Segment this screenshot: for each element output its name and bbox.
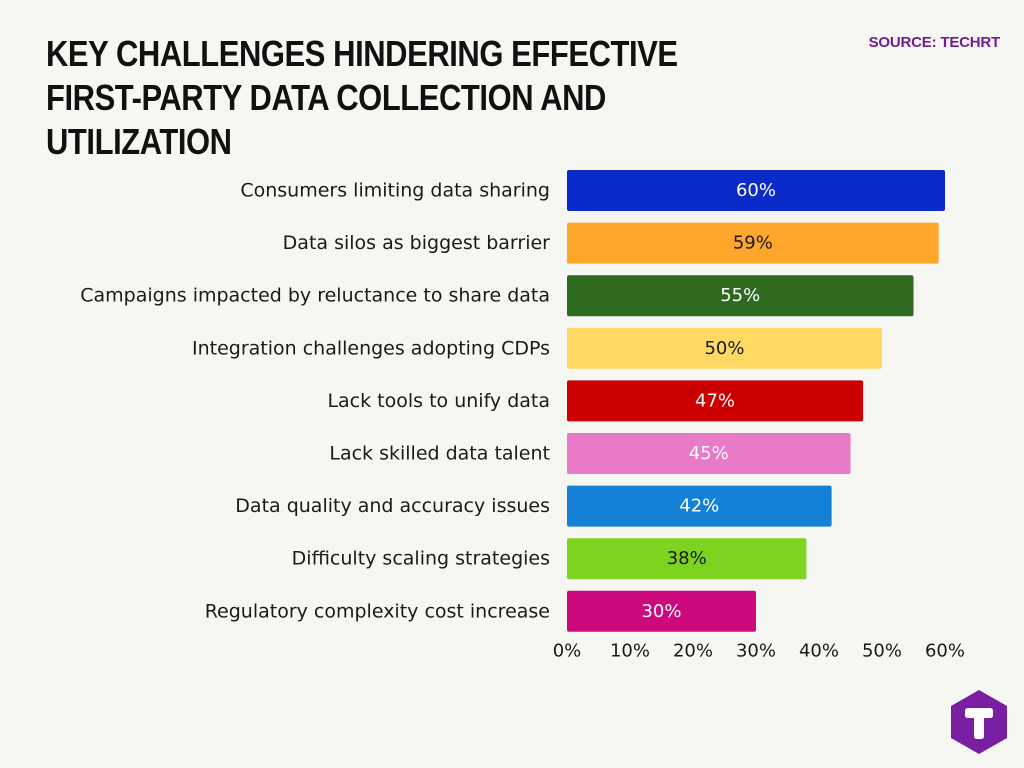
data-label: 42%: [679, 496, 719, 517]
x-tick-label: 0%: [553, 641, 582, 662]
data-label: 30%: [641, 601, 681, 622]
category-label: Data silos as biggest barrier: [283, 232, 551, 254]
category-label: Regulatory complexity cost increase: [205, 600, 550, 622]
data-label: 47%: [695, 390, 735, 411]
data-label: 45%: [689, 443, 729, 464]
data-label: 60%: [736, 180, 776, 201]
x-tick-label: 60%: [925, 641, 965, 662]
x-tick-label: 50%: [862, 641, 902, 662]
x-tick-label: 10%: [610, 641, 650, 662]
x-tick-label: 40%: [799, 641, 839, 662]
bar: [567, 222, 939, 264]
category-label: Lack skilled data talent: [329, 443, 550, 465]
bar: [567, 590, 756, 632]
bar: [567, 380, 864, 422]
chart-title: KEY CHALLENGES HINDERING EFFECTIVE FIRST…: [46, 33, 678, 162]
bar: [567, 275, 914, 317]
data-label: 59%: [733, 233, 773, 254]
category-label: Integration challenges adopting CDPs: [192, 337, 550, 359]
techrt-logo-icon: [951, 690, 1007, 754]
data-label: 38%: [667, 548, 707, 569]
data-label: 55%: [720, 285, 760, 306]
source-label: SOURCE: TECHRT: [868, 34, 1001, 51]
data-label: 50%: [704, 338, 744, 359]
x-tick-label: 30%: [736, 641, 776, 662]
bar: [567, 327, 882, 369]
category-label: Data quality and accuracy issues: [235, 495, 550, 517]
category-label: Campaigns impacted by reluctance to shar…: [80, 285, 550, 307]
x-tick-label: 20%: [673, 641, 713, 662]
category-label: Consumers limiting data sharing: [240, 180, 550, 202]
bar: [567, 433, 851, 474]
bar: [567, 538, 807, 580]
bar: [567, 170, 945, 211]
bar: [567, 485, 832, 527]
category-label: Difficulty scaling strategies: [292, 548, 550, 570]
category-label: Lack tools to unify data: [327, 390, 550, 412]
